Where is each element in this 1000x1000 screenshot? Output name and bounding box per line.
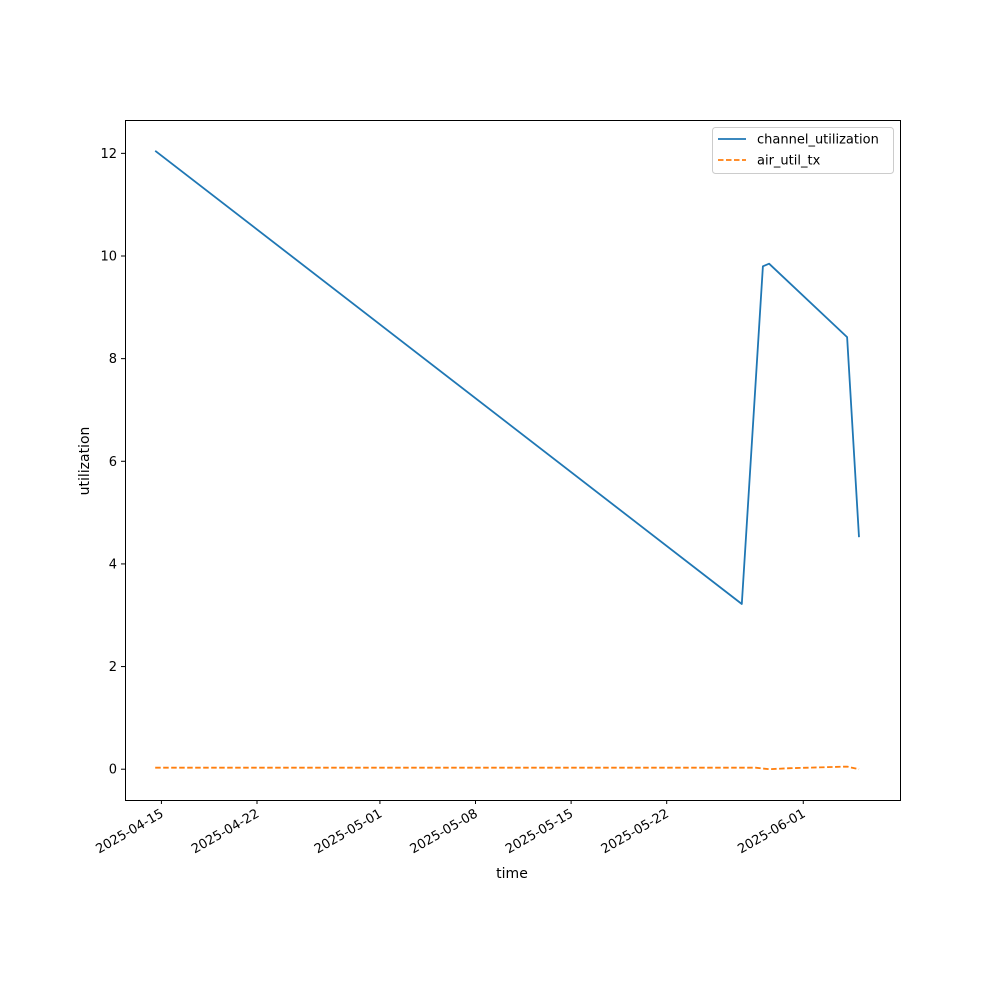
legend-box — [712, 127, 894, 174]
x-axis-title: time — [496, 866, 528, 882]
x-axis: 2025-04-15 2025-04-22 2025-05-01 2025-05-08… — [93, 800, 808, 857]
x-tick-label: 2025-04-15 — [93, 806, 166, 857]
x-tick-label: 2025-05-01 — [312, 806, 385, 857]
y-tick-label: 6 — [109, 455, 117, 470]
x-tick-label: 2025-04-22 — [189, 806, 262, 857]
y-axis-title: utilization — [77, 427, 93, 496]
x-tick-label: 2025-06-01 — [735, 806, 808, 857]
series-line-air_util_tx — [155, 765, 860, 771]
legend-label: channel_utilization — [757, 133, 879, 148]
y-tick-label: 8 — [109, 352, 117, 367]
x-tick-label: 2025-05-22 — [599, 806, 672, 857]
y-axis: 0 2 4 6 8 10 12 — [100, 147, 125, 778]
y-tick-label: 10 — [100, 250, 117, 265]
y-tick-label: 12 — [100, 147, 117, 162]
series-line-channel_utilization — [154, 150, 860, 605]
legend-label: air_util_tx — [757, 154, 821, 169]
y-tick-label: 0 — [109, 763, 117, 778]
y-tick-label: 4 — [109, 557, 117, 572]
plot-frame — [125, 120, 901, 801]
y-tick-label: 2 — [109, 660, 117, 675]
x-tick-label: 2025-05-08 — [408, 806, 481, 857]
x-tick-label: 2025-05-15 — [503, 806, 576, 857]
legend: channel_utilization air_util_tx — [712, 127, 894, 174]
